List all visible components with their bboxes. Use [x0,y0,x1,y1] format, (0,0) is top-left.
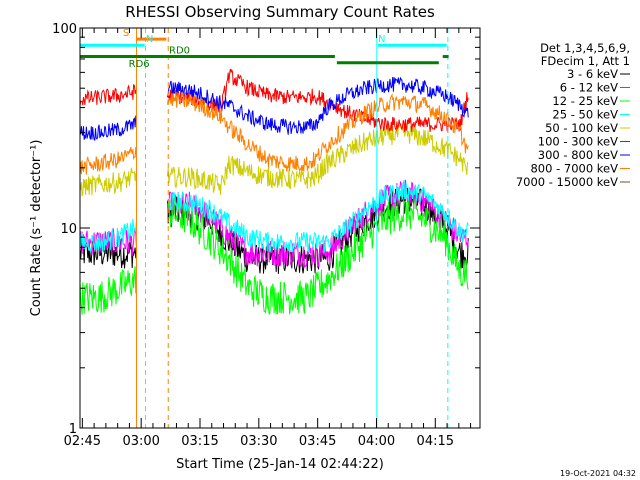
series-line-4 [79,122,469,197]
chart-title: RHESSI Observing Summary Count Rates [125,3,435,21]
legend-entry-6: 300 - 800 keV [538,148,618,162]
legend-entry-2: 12 - 25 keV [552,94,618,108]
legend-header-1: FDecim 1, Att 1 [541,54,630,68]
y-tick-label-1: 10 [60,222,77,237]
legend-entry-4: 50 - 100 keV [545,121,618,135]
x-tick-label-4: 03:45 [299,434,336,449]
plot-frame [79,27,481,429]
legend-entry-1: 6 - 12 keV [560,81,618,95]
y-tick-label-2: 100 [52,22,77,37]
series-line-3 [79,180,469,254]
x-axis-label: Start Time (25-Jan-14 02:44:22) [176,457,384,472]
legend-entry-0: 3 - 6 keV [567,67,618,81]
annotation-label-7: RD6 [129,59,150,70]
legend-entry-8: 7000 - 15000 keV [516,175,618,189]
legend-entry-7: 800 - 7000 keV [530,162,618,176]
legend: Det 1,3,4,5,6,9,FDecim 1, Att 13 - 6 keV… [516,41,630,189]
annotation-label-2: N [378,34,385,45]
annotation-label-0: S [123,28,129,39]
series-line-7 [79,91,469,175]
x-tick-label-3: 03:30 [240,434,277,449]
x-tick-label-0: 02:45 [64,434,101,449]
annotation-label-3: RD0 [169,46,190,57]
x-tick-label-6: 04:15 [417,434,454,449]
series-line-6 [79,76,469,142]
x-tick-label-1: 03:00 [122,434,159,449]
annotation-label-1: N [146,34,153,45]
y-axis-label: Count Rate (s⁻¹ detector⁻¹) [29,140,44,317]
x-tick-label-2: 03:15 [181,434,218,449]
series-line-1 [79,179,469,268]
series-line-0 [79,186,469,274]
footer-timestamp: 19-Oct-2021 04:32 [560,469,636,478]
legend-entry-5: 100 - 300 keV [538,135,618,149]
series-line-2 [79,196,469,315]
x-tick-label-5: 04:00 [358,434,395,449]
legend-entry-3: 25 - 50 keV [552,108,618,122]
legend-header-0: Det 1,3,4,5,6,9, [540,41,630,55]
y-tick-label-0: 1 [69,422,77,437]
